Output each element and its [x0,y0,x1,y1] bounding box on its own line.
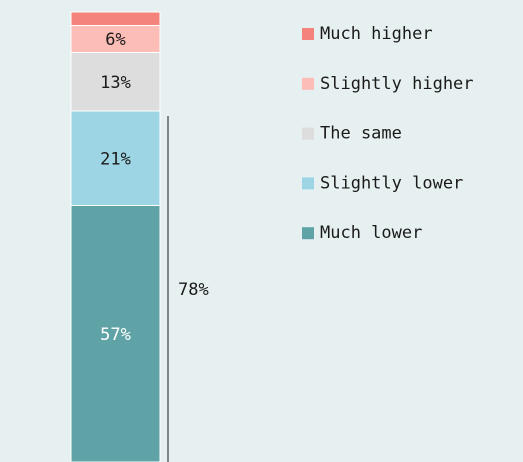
annotation-label: 78% [178,280,209,300]
data-label: 57% [100,325,131,345]
bar-segment [70,52,161,112]
bar-segment [70,110,161,206]
legend-label: Slightly higher [320,74,474,94]
legend-swatch [302,177,314,190]
data-label: 6% [105,30,125,50]
data-label: 21% [100,149,131,169]
bar-segment [70,11,161,26]
legend-label: Much higher [320,24,433,44]
legend-swatch [302,227,314,240]
legend-label: Much lower [320,223,422,243]
legend-swatch [302,77,314,90]
data-label: 13% [100,73,131,93]
legend-swatch [302,28,314,40]
bar-segment [70,205,161,462]
legend-label: The same [320,124,402,144]
legend-swatch [302,127,314,140]
legend-label: Slightly lower [320,173,463,193]
